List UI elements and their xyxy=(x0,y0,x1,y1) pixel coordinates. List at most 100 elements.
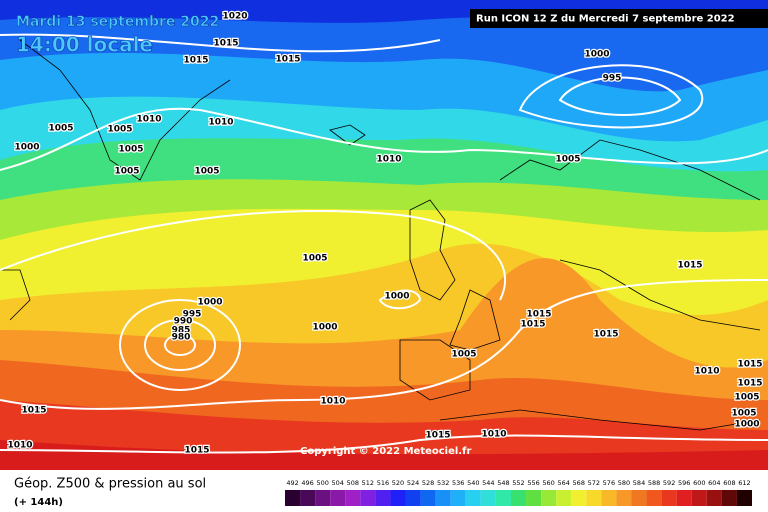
isobar-label: 1005 xyxy=(731,409,756,419)
forecast-date: Mardi 13 septembre 2022 xyxy=(16,14,219,30)
scale-label: 600 xyxy=(693,479,705,487)
isobar-label: 1015 xyxy=(593,330,618,340)
scale-label: 608 xyxy=(723,479,735,487)
scale-label: 604 xyxy=(708,479,720,487)
scale-swatch xyxy=(571,490,587,506)
color-scale: 492 496 500 504 508 512 516 520 524 528 532 536 540 5… xyxy=(285,479,752,506)
isobar-label: 1015 xyxy=(275,55,300,65)
isobar-label: 1015 xyxy=(520,320,545,330)
scale-swatch xyxy=(300,490,316,506)
scale-label: 572 xyxy=(588,479,600,487)
isobar-label: 1005 xyxy=(555,155,580,165)
isobar-label: 1005 xyxy=(451,350,476,360)
isobar-label: 1000 xyxy=(384,292,409,302)
scale-label: 524 xyxy=(407,479,419,487)
scale-swatch xyxy=(330,490,346,506)
isobar-label: 1005 xyxy=(114,167,139,177)
scale-label: 516 xyxy=(377,479,389,487)
isobar-label: 1005 xyxy=(302,254,327,264)
scale-swatch xyxy=(721,490,737,506)
isobar-label: 1010 xyxy=(481,430,506,440)
run-banner xyxy=(470,9,768,28)
isobar-label: 1010 xyxy=(320,397,345,407)
scale-swatch xyxy=(315,490,331,506)
coastlines xyxy=(0,39,761,431)
scale-swatch xyxy=(375,490,391,506)
scale-swatch xyxy=(390,490,406,506)
scale-swatch xyxy=(420,490,436,506)
legend-title: Géop. Z500 & pression au sol xyxy=(14,477,206,492)
isobar-label: 1005 xyxy=(734,393,759,403)
isobar-label: 980 xyxy=(172,333,191,343)
scale-label: 612 xyxy=(738,479,750,487)
scale-swatch xyxy=(435,490,451,506)
scale-swatch xyxy=(676,490,692,506)
isobar-label: 1005 xyxy=(194,167,219,177)
isobar-label: 1000 xyxy=(197,298,222,308)
isobar-label: 1015 xyxy=(213,39,238,49)
scale-label: 580 xyxy=(618,479,630,487)
isobar-label: 1000 xyxy=(584,50,609,60)
isobar-label: 1010 xyxy=(7,441,32,451)
scale-swatch xyxy=(556,490,572,506)
scale-label: 540 xyxy=(467,479,479,487)
isobar-label: 1015 xyxy=(183,56,208,66)
scale-swatch xyxy=(646,490,662,506)
isobar-label: 1005 xyxy=(48,124,73,134)
isobar-label: 1015 xyxy=(737,379,762,389)
scale-swatch xyxy=(541,490,557,506)
scale-label: 596 xyxy=(678,479,690,487)
scale-label: 564 xyxy=(557,479,569,487)
scale-label: 568 xyxy=(573,479,585,487)
scale-swatch xyxy=(480,490,496,506)
scale-label: 508 xyxy=(347,479,359,487)
isobar-label: 1015 xyxy=(184,446,209,456)
isobar-label: 995 xyxy=(183,310,202,320)
lead-time: (+ 144h) xyxy=(14,497,63,508)
isobar-label: 1015 xyxy=(21,406,46,416)
isobar-label: 1015 xyxy=(425,431,450,441)
scale-swatch xyxy=(465,490,481,506)
scale-swatch xyxy=(495,490,511,506)
scale-swatch xyxy=(691,490,707,506)
forecast-time: 14:00 locale xyxy=(16,33,153,57)
isobar-label: 1010 xyxy=(208,118,233,128)
scale-label: 536 xyxy=(452,479,464,487)
scale-label: 584 xyxy=(633,479,645,487)
scale-swatch xyxy=(631,490,647,506)
isobar-label: 1000 xyxy=(734,420,759,430)
scale-swatch xyxy=(450,490,466,506)
scale-label: 492 xyxy=(286,479,298,487)
isobar-label: 990 xyxy=(174,317,193,327)
scale-swatch xyxy=(360,490,376,506)
isobar-label: 1005 xyxy=(118,145,143,155)
scale-swatch xyxy=(601,490,617,506)
scale-label: 560 xyxy=(542,479,554,487)
isobar-label: 1000 xyxy=(14,143,39,153)
scale-swatch xyxy=(661,490,677,506)
isobar-label: 995 xyxy=(603,74,622,84)
scale-swatch xyxy=(285,490,301,506)
copyright: Copyright © 2022 Meteociel.fr xyxy=(300,446,471,457)
scale-label: 532 xyxy=(437,479,449,487)
scale-label: 588 xyxy=(648,479,660,487)
scale-label: 576 xyxy=(603,479,615,487)
scale-label: 504 xyxy=(332,479,344,487)
isobar-label: 1010 xyxy=(694,367,719,377)
scale-swatch xyxy=(510,490,527,506)
isobar-label: 1005 xyxy=(107,125,132,135)
scale-label: 496 xyxy=(301,479,313,487)
scale-label: 500 xyxy=(316,479,328,487)
scale-label: 552 xyxy=(512,479,524,487)
scale-label: 520 xyxy=(392,479,404,487)
scale-label: 512 xyxy=(362,479,374,487)
isobar-label: 985 xyxy=(172,326,191,336)
scale-swatch xyxy=(586,490,602,506)
isobar-label: 1015 xyxy=(526,310,551,320)
isobar-label: 1015 xyxy=(737,360,762,370)
isobar-label: 1010 xyxy=(376,155,401,165)
isobar-label: 1010 xyxy=(136,115,161,125)
run-info: Run ICON 12 Z du Mercredi 7 septembre 20… xyxy=(476,14,735,25)
